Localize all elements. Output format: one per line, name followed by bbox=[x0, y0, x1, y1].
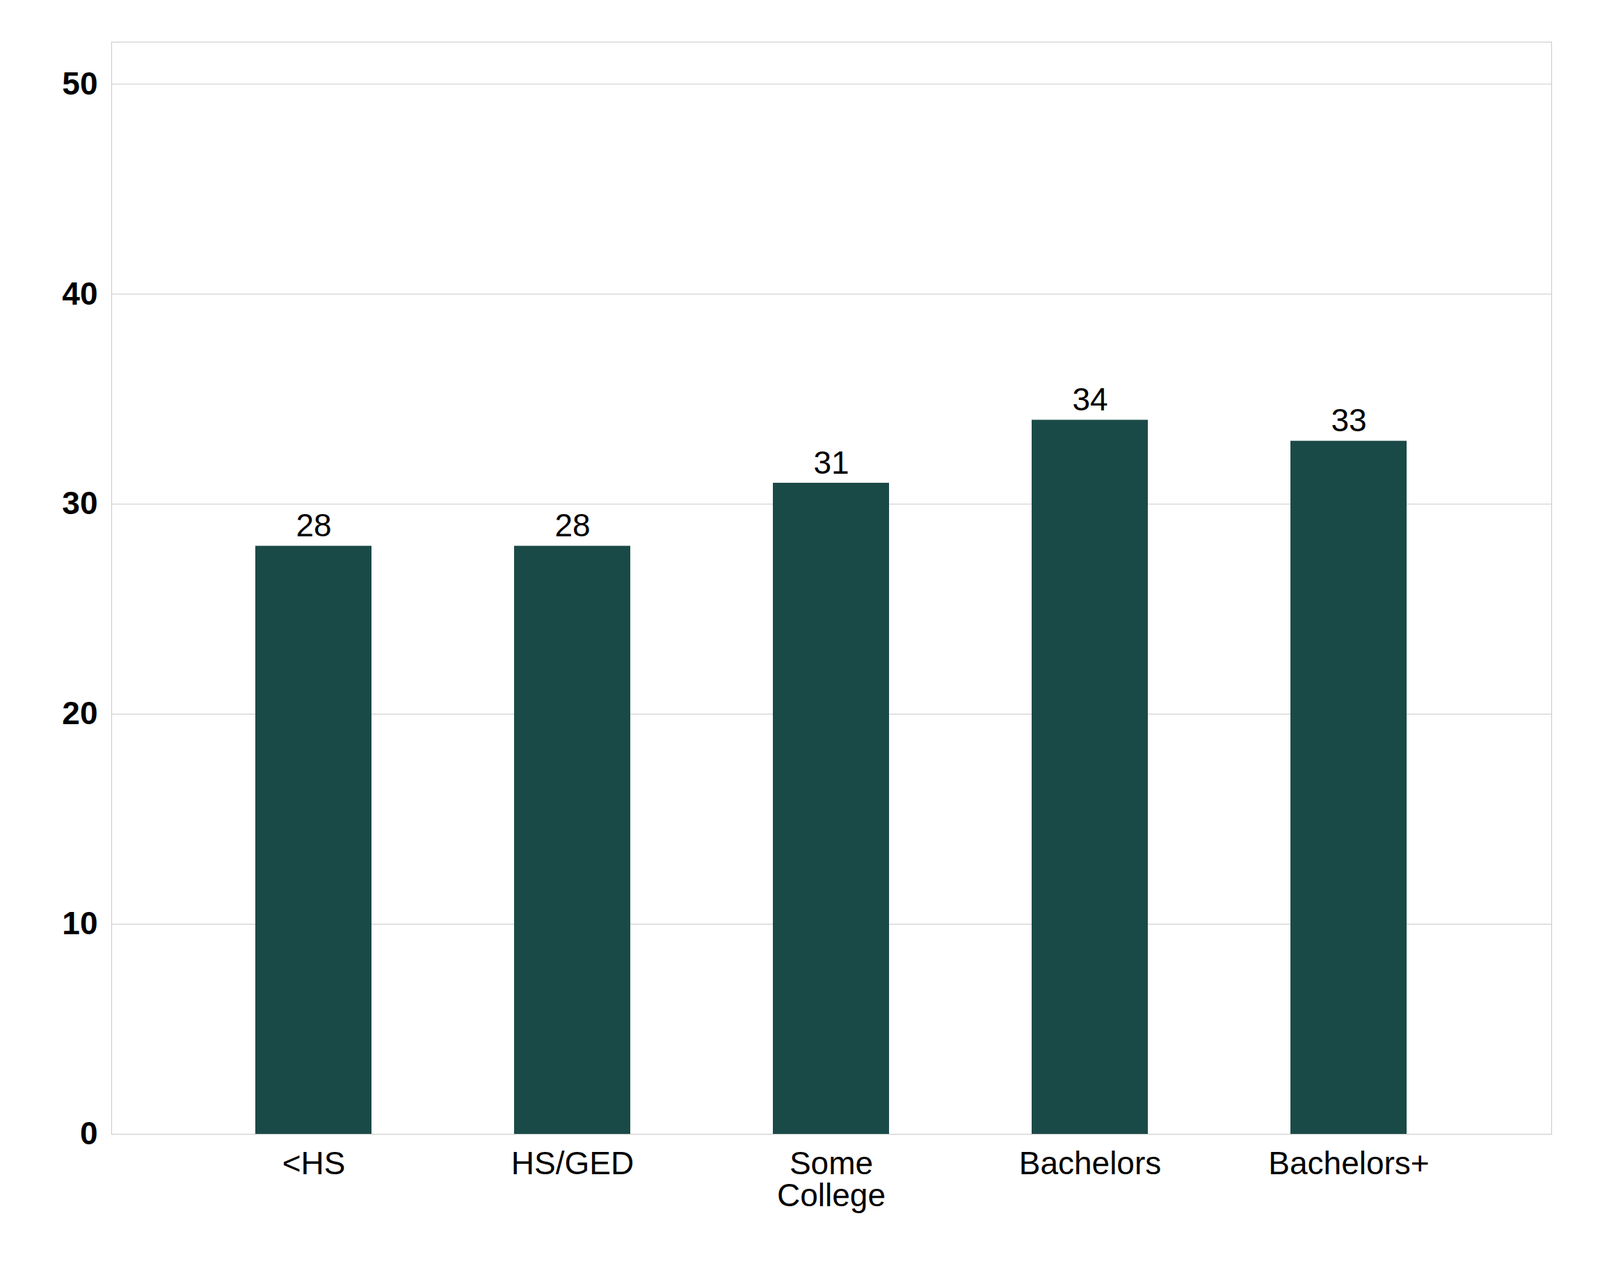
svg-text:31: 31 bbox=[813, 444, 849, 481]
svg-text:SomeCollege: SomeCollege bbox=[777, 1145, 886, 1214]
svg-text:50: 50 bbox=[61, 65, 98, 102]
svg-text:10: 10 bbox=[61, 905, 98, 942]
svg-text:20: 20 bbox=[61, 694, 98, 732]
svg-text:40: 40 bbox=[61, 275, 98, 312]
svg-text:30: 30 bbox=[61, 484, 98, 522]
svg-text:28: 28 bbox=[554, 507, 590, 544]
svg-text:34: 34 bbox=[1072, 381, 1108, 418]
svg-text:33: 33 bbox=[1330, 402, 1367, 439]
svg-text:HS/GED: HS/GED bbox=[511, 1145, 634, 1182]
svg-text:Bachelors: Bachelors bbox=[1019, 1145, 1162, 1182]
svg-text:Bachelors+: Bachelors+ bbox=[1268, 1145, 1429, 1182]
svg-text:28: 28 bbox=[295, 507, 332, 544]
svg-text:<HS: <HS bbox=[282, 1145, 346, 1182]
svg-text:0: 0 bbox=[80, 1115, 99, 1152]
